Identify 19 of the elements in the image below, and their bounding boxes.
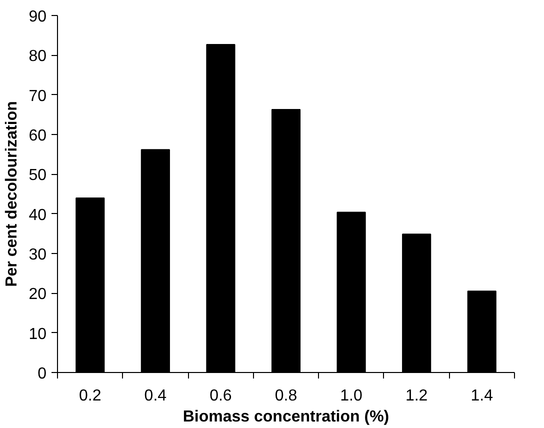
y-tick-label: 20 xyxy=(28,286,47,304)
y-tick-label: 40 xyxy=(28,206,47,224)
x-axis-title: Biomass concentration (%) xyxy=(182,408,390,426)
y-tick-label: 30 xyxy=(28,246,47,264)
x-tick-label: 1.4 xyxy=(470,388,494,404)
x-tick-label: 0.4 xyxy=(144,388,167,404)
y-tick-label: 90 xyxy=(28,8,47,26)
x-tick-label: 1.0 xyxy=(340,388,363,404)
y-tick-label: 70 xyxy=(28,88,47,105)
y-tick-label: 50 xyxy=(28,167,47,184)
x-tick-label: 0.6 xyxy=(210,388,232,404)
x-tick-label: 0.2 xyxy=(79,388,102,404)
y-tick-label: 0 xyxy=(38,366,47,382)
y-tick-label: 60 xyxy=(28,128,47,144)
y-tick-label: 10 xyxy=(28,326,47,343)
y-tick-label: 80 xyxy=(28,48,47,66)
y-axis-title: Per cent decolourization xyxy=(4,101,21,287)
x-tick-label: 1.2 xyxy=(405,388,428,404)
x-tick-label: 0.8 xyxy=(274,388,298,404)
